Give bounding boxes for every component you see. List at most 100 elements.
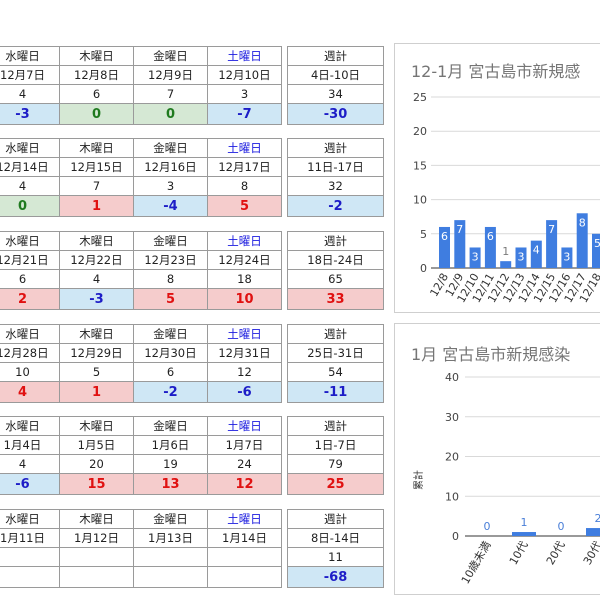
data-label: 1 (521, 516, 528, 529)
weekly-total-header: 週計 (287, 324, 384, 344)
date-cell: 12月9日 (133, 65, 208, 85)
week-row-deltas: 0 1 -4 5 (0, 195, 282, 217)
weekday-header: 水曜日 (0, 416, 60, 436)
week-row-headers: 水曜日 木曜日 金曜日 土曜日 (0, 416, 282, 436)
week-row-dates: 1月4日 1月5日 1月6日 1月7日 (0, 435, 282, 455)
total-row-delta: -30 (287, 103, 384, 125)
weekly-total-change: -30 (287, 103, 384, 125)
weekday-header: 土曜日 (207, 46, 282, 66)
bar (515, 247, 527, 268)
weekday-header: 土曜日 (207, 509, 282, 529)
total-row-header: 週計 (287, 324, 384, 344)
case-count-cell: 20 (59, 454, 134, 474)
date-cell: 12月30日 (133, 343, 208, 363)
date-cell: 12月15日 (59, 157, 134, 177)
y-tick-label: 40 (445, 371, 459, 384)
weekday-header: 木曜日 (59, 231, 134, 251)
data-label: 0 (484, 520, 491, 533)
weekday-header: 木曜日 (59, 138, 134, 158)
case-count-cell: 4 (0, 454, 60, 474)
date-cell: 12月29日 (59, 343, 134, 363)
week-row-deltas: -6 15 13 12 (0, 473, 282, 495)
weekday-header: 水曜日 (0, 231, 60, 251)
total-row-range: 25日-31日 (287, 343, 384, 363)
change-cell (0, 566, 60, 588)
week-row-dates: 12月28日 12月29日 12月30日 12月31日 (0, 343, 282, 363)
y-tick-label: 0 (420, 262, 427, 275)
week-total-table: 週計 1日-7日 79 25 (287, 416, 384, 495)
week-total-table: 週計 4日-10日 34 -30 (287, 46, 384, 125)
total-row-delta: 25 (287, 473, 384, 495)
total-row-header: 週計 (287, 509, 384, 529)
y-tick-label: 10 (413, 194, 427, 207)
weekly-total-header: 週計 (287, 138, 384, 158)
case-count-cell: 6 (59, 84, 134, 104)
case-count-cell (207, 547, 282, 567)
daily-chart-panel: 12-1月 宮古島市新規感 25 20 15 10 5 0 6 12/8 7 12/9 3 12/10… (394, 43, 600, 313)
change-cell (59, 566, 134, 588)
case-count-cell: 7 (133, 84, 208, 104)
total-row-count: 79 (287, 454, 384, 474)
x-tick-label: 10歳未満 (459, 539, 494, 586)
daily-bar-chart: 2520151050612/8712/9312/10612/11112/1231… (413, 91, 600, 305)
data-label: 1 (502, 245, 509, 258)
week-table: 水曜日 木曜日 金曜日 土曜日 1月11日 1月12日 1月13日 1月14日 (0, 509, 282, 588)
total-row-header: 週計 (287, 46, 384, 66)
week-row-deltas (0, 566, 282, 588)
weekly-range-cell: 25日-31日 (287, 343, 384, 363)
week-row-deltas: -3 0 0 -7 (0, 103, 282, 125)
date-cell: 12月14日 (0, 157, 60, 177)
date-cell: 1月12日 (59, 528, 134, 548)
data-label: 2 (595, 512, 600, 525)
data-label: 7 (548, 223, 555, 236)
week-row-counts: 4 20 19 24 (0, 454, 282, 474)
case-count-cell: 12 (207, 362, 282, 382)
week-table: 水曜日 木曜日 金曜日 土曜日 12月28日 12月29日 12月30日 12月31日 10 5 6… (0, 324, 282, 403)
week-row-counts (0, 547, 282, 567)
data-label: 3 (472, 250, 479, 263)
weekday-header: 金曜日 (133, 324, 208, 344)
change-cell: 10 (207, 288, 282, 310)
case-count-cell: 19 (133, 454, 208, 474)
date-cell: 12月23日 (133, 250, 208, 270)
week-row-headers: 水曜日 木曜日 金曜日 土曜日 (0, 138, 282, 158)
x-tick-label: 20代 (544, 539, 568, 567)
total-row-delta: 33 (287, 288, 384, 310)
data-label: 3 (563, 250, 570, 263)
case-count-cell: 5 (59, 362, 134, 382)
y-tick-label: 5 (420, 228, 427, 241)
weekly-total-change: -2 (287, 195, 384, 217)
weekly-total-header: 週計 (287, 231, 384, 251)
total-row-delta: -2 (287, 195, 384, 217)
bar (592, 233, 600, 268)
change-cell: -6 (0, 473, 60, 495)
age-chart-panel: 1月 宮古島市新規感染 403020100累計010歳未満110代020代230… (394, 323, 600, 595)
case-count-cell: 18 (207, 269, 282, 289)
week-row-deltas: 2 -3 5 10 (0, 288, 282, 310)
y-tick-label: 0 (452, 530, 459, 543)
weekday-header: 水曜日 (0, 324, 60, 344)
week-table: 水曜日 木曜日 金曜日 土曜日 1月4日 1月5日 1月6日 1月7日 4 20 19 24 -6 15 1… (0, 416, 282, 495)
total-row-count: 34 (287, 84, 384, 104)
case-count-cell: 24 (207, 454, 282, 474)
week-total-table: 週計 25日-31日 54 -11 (287, 324, 384, 403)
bar (439, 226, 450, 268)
change-cell: 12 (207, 473, 282, 495)
case-count-cell: 6 (0, 269, 60, 289)
x-tick-label: 10代 (507, 539, 531, 567)
week-table: 水曜日 木曜日 金曜日 土曜日 12月7日 12月8日 12月9日 12月10日 4 6 7 3 -3 0… (0, 46, 282, 125)
weekly-total-header: 週計 (287, 46, 384, 66)
y-tick-label: 20 (445, 451, 459, 464)
weekday-header: 金曜日 (133, 231, 208, 251)
total-row-count: 11 (287, 547, 384, 567)
data-label: 6 (441, 230, 448, 243)
total-row-range: 8日-14日 (287, 528, 384, 548)
weekday-header: 水曜日 (0, 46, 60, 66)
change-cell: -4 (133, 195, 208, 217)
x-tick-label: 30代 (581, 539, 600, 567)
date-cell: 12月10日 (207, 65, 282, 85)
age-bar-chart: 403020100累計010歳未満110代020代230代 (412, 371, 600, 586)
total-row-range: 4日-10日 (287, 65, 384, 85)
week-table: 水曜日 木曜日 金曜日 土曜日 12月21日 12月22日 12月23日 12月24日 6 4 8 1… (0, 231, 282, 310)
weekly-total-header: 週計 (287, 416, 384, 436)
